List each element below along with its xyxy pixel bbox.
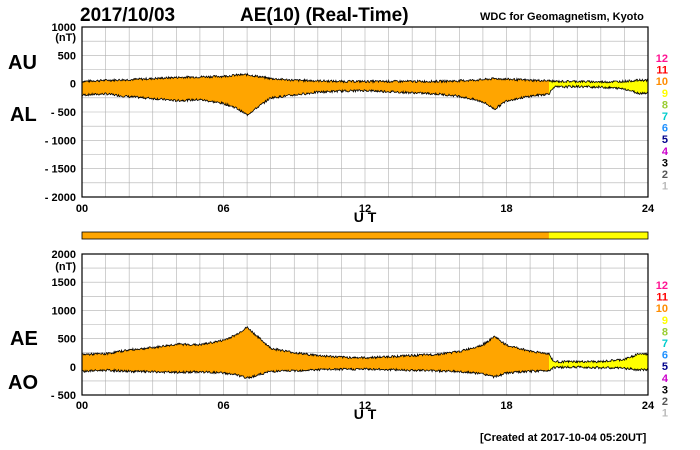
status-bar-frame	[81, 231, 649, 240]
x-tick-label: 06	[217, 400, 229, 412]
ae-series-line	[81, 325, 550, 360]
ao-series-line	[548, 364, 649, 372]
station-count-label: 3	[662, 384, 668, 396]
au-al-area-provisional	[549, 79, 648, 95]
au-label: AU	[8, 52, 37, 74]
x-tick-label: 06	[217, 203, 229, 215]
au-series-line	[548, 78, 649, 85]
station-count-label: 9	[662, 88, 668, 100]
panel-ae-ao	[81, 253, 649, 396]
station-count-label: 9	[662, 315, 668, 327]
station-count-label: 2	[662, 169, 668, 181]
x-tick-label: 24	[642, 203, 655, 215]
station-count-label: 1	[662, 408, 668, 420]
y-tick-label: 1000	[52, 22, 76, 34]
station-count-label: 7	[662, 338, 668, 350]
au-series-line	[81, 72, 550, 84]
y-axis-unit: (nT)	[55, 261, 76, 273]
station-count-label: 12	[656, 53, 668, 65]
x-tick-label: 12	[359, 203, 371, 215]
data-source: WDC for Geomagnetism, Kyoto	[480, 11, 644, 23]
plot-frame	[81, 253, 649, 396]
y-tick-label: 2000	[52, 249, 76, 261]
station-count-label: 5	[662, 361, 668, 373]
y-tick-label: 500	[58, 50, 76, 62]
x-tick-label: 00	[76, 203, 88, 215]
y-tick-label: - 500	[51, 390, 76, 402]
au-al-area-final	[82, 73, 549, 116]
x-axis-label: U T	[354, 406, 377, 422]
y-tick-label: 500	[58, 334, 76, 346]
station-count-label: 7	[662, 111, 668, 123]
y-axis-unit: (nT)	[55, 32, 76, 44]
y-tick-label: 1000	[52, 305, 76, 317]
x-tick-label: 12	[359, 400, 371, 412]
station-count-label: 4	[662, 146, 669, 158]
station-count-label: 10	[656, 76, 668, 88]
y-tick-label: 1500	[52, 277, 76, 289]
status-bar-provisional	[548, 232, 648, 239]
ae-series-line	[548, 352, 649, 364]
al-series-line	[81, 88, 550, 117]
station-count-label: 6	[662, 350, 668, 362]
station-count-label: 3	[662, 157, 668, 169]
y-tick-label: - 1500	[45, 164, 76, 176]
y-tick-label: - 500	[51, 107, 76, 119]
ae-label: AE	[10, 328, 38, 350]
station-count-label: 1	[662, 181, 668, 193]
ae-ao-area-final	[82, 326, 549, 379]
creation-timestamp: [Created at 2017-10-04 05:20UT]	[480, 432, 647, 444]
plot-frame	[81, 26, 649, 198]
station-count-label: 11	[656, 292, 668, 304]
station-count-label: 11	[656, 65, 668, 77]
plot-date: 2017/10/03	[80, 5, 176, 26]
x-tick-label: 18	[500, 203, 512, 215]
station-count-label: 8	[662, 99, 668, 111]
al-series-line	[548, 84, 649, 96]
station-count-label: 8	[662, 326, 668, 338]
x-tick-label: 24	[642, 400, 655, 412]
x-tick-label: 00	[76, 400, 88, 412]
ao-series-line	[81, 367, 550, 380]
ao-label: AO	[8, 372, 38, 394]
station-count-label: 10	[656, 303, 668, 315]
station-count-label: 12	[656, 280, 668, 292]
y-tick-label: - 2000	[45, 192, 76, 204]
station-count-label: 2	[662, 396, 668, 408]
status-bar-final	[82, 232, 549, 239]
y-tick-label: 0	[70, 79, 76, 91]
station-count-label: 6	[662, 123, 668, 135]
panel-au-al	[81, 26, 649, 198]
y-tick-label: 0	[70, 362, 76, 374]
station-count-label: 5	[662, 134, 668, 146]
y-tick-label: - 1000	[45, 135, 76, 147]
station-count-label: 4	[662, 373, 669, 385]
plot-title: AE(10) (Real-Time)	[240, 5, 409, 26]
x-tick-label: 18	[500, 400, 512, 412]
x-axis-label: U T	[354, 209, 377, 225]
al-label: AL	[10, 104, 37, 126]
